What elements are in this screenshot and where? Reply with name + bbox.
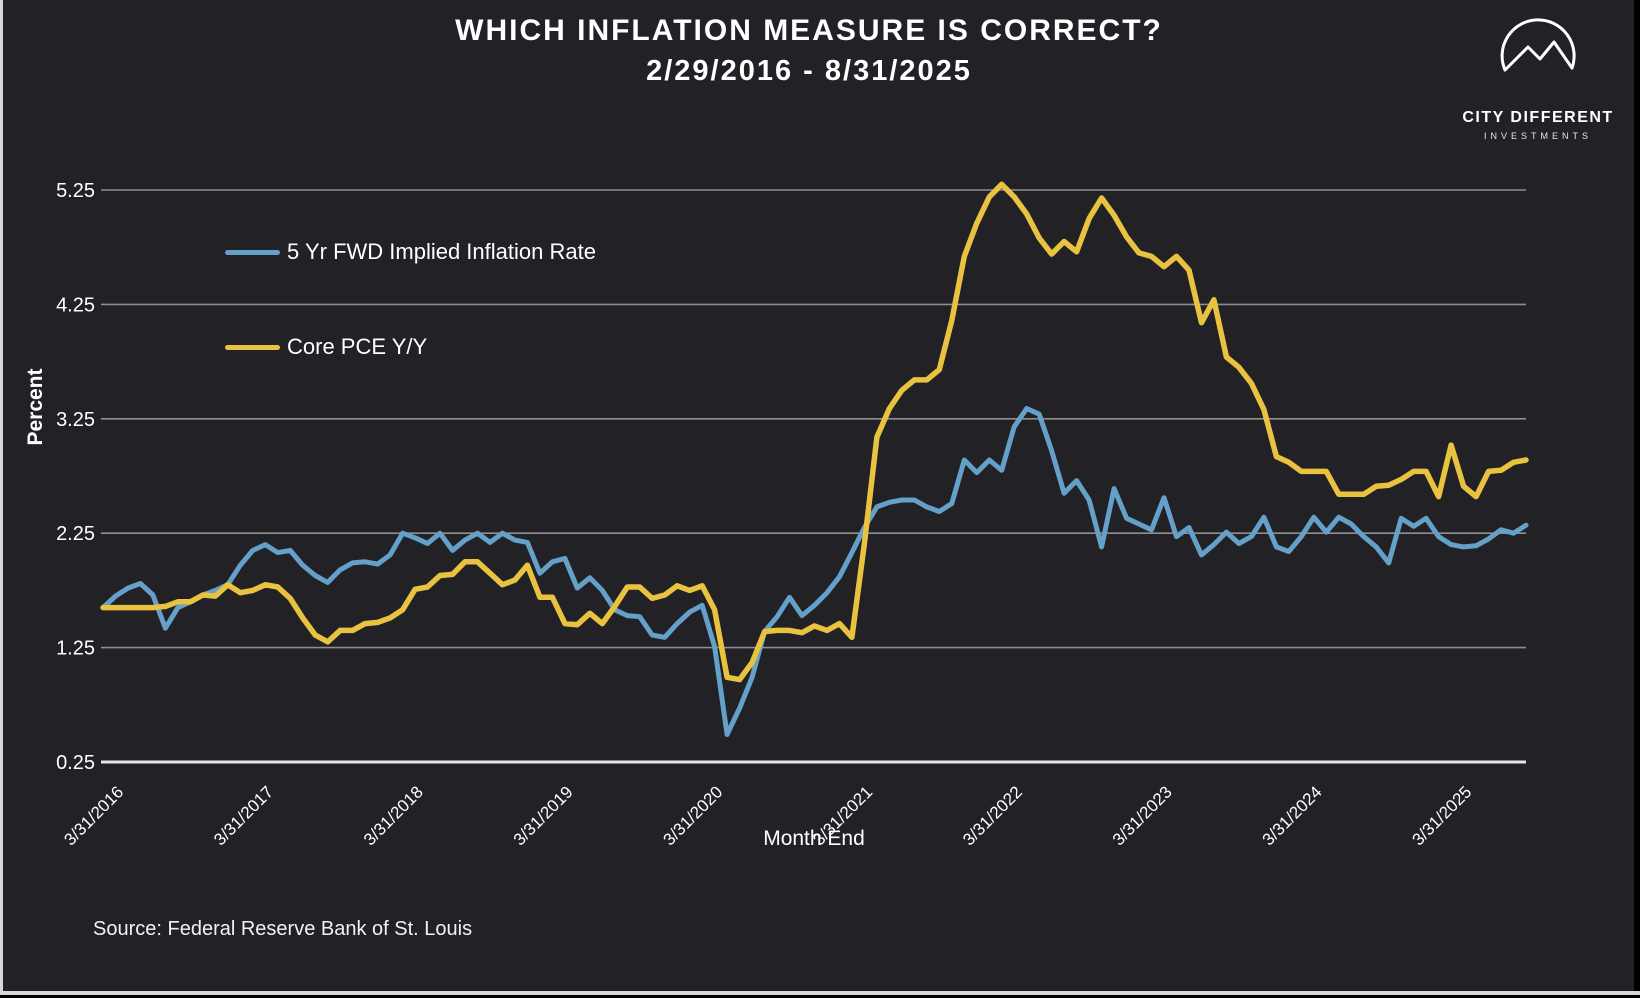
series-line-core-pce: [100, 181, 1529, 683]
legend-item-core-pce: Core PCE Y/Y: [225, 334, 427, 360]
svg-text:3/31/2024: 3/31/2024: [1259, 782, 1326, 849]
line-chart-canvas: 0.25 1.25 2.25 3.25 4.25 5.25 3/31/2016 3/31/2…: [56, 180, 1529, 849]
svg-text:4.25: 4.25: [56, 294, 95, 316]
series-line-5yr-fwd-implied-inflation: [100, 406, 1529, 737]
svg-text:3/31/2017: 3/31/2017: [210, 782, 277, 849]
mountain-circle-icon: [1500, 18, 1576, 72]
logo-company-subtitle: INVESTMENTS: [1483, 131, 1592, 141]
y-axis-tick-labels: 0.25 1.25 2.25 3.25 4.25 5.25: [56, 180, 95, 774]
legend-label-core-pce: Core PCE Y/Y: [287, 334, 428, 359]
y-axis-title: Percent: [24, 368, 47, 446]
svg-text:1.25: 1.25: [56, 638, 95, 660]
svg-text:3/31/2019: 3/31/2019: [510, 782, 577, 849]
svg-text:3/31/2025: 3/31/2025: [1408, 782, 1475, 849]
chart-title-block: WHICH INFLATION MEASURE IS CORRECT? 2/29…: [3, 14, 1615, 88]
svg-text:3/31/2022: 3/31/2022: [959, 782, 1026, 849]
logo-company-name: CITY DIFFERENT: [1462, 109, 1614, 126]
gridlines: [101, 189, 1526, 764]
company-logo: CITY DIFFERENT INVESTMENTS: [1443, 18, 1633, 141]
chart-date-range: 2/29/2016 - 8/31/2025: [646, 55, 972, 87]
chart-title: WHICH INFLATION MEASURE IS CORRECT?: [455, 14, 1163, 47]
svg-text:3/31/2016: 3/31/2016: [60, 782, 127, 849]
legend-label-5yr-fwd: 5 Yr FWD Implied Inflation Rate: [287, 239, 596, 264]
svg-text:2.25: 2.25: [56, 523, 95, 545]
legend-item-5yr-fwd: 5 Yr FWD Implied Inflation Rate: [225, 239, 596, 265]
legend-swatch-blue: [225, 249, 280, 255]
chart-panel: WHICH INFLATION MEASURE IS CORRECT? 2/29…: [3, 0, 1634, 991]
x-axis-title: Month End: [763, 827, 865, 850]
source-note: Source: Federal Reserve Bank of St. Loui…: [93, 918, 473, 940]
window-edge-bottom: [0, 991, 1640, 995]
svg-text:0.25: 0.25: [56, 752, 95, 774]
svg-text:3.25: 3.25: [56, 409, 95, 431]
svg-text:5.25: 5.25: [56, 180, 95, 202]
svg-text:3/31/2023: 3/31/2023: [1109, 782, 1176, 849]
svg-text:3/31/2018: 3/31/2018: [360, 782, 427, 849]
window-edge-left: [0, 0, 3, 991]
legend-swatch-yellow: [225, 344, 280, 350]
